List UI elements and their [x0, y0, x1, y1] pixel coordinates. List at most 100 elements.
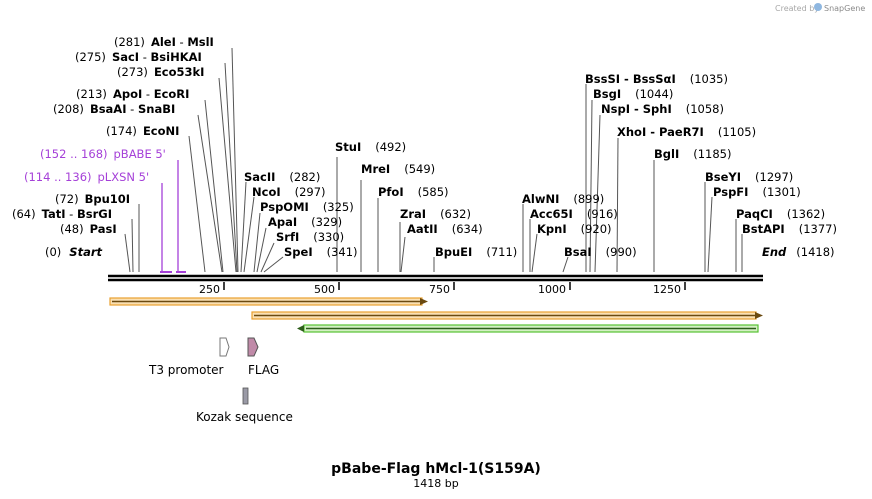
- svg-text:PspFI(1301): PspFI (1301): [713, 185, 801, 199]
- enzyme-labels-right: BssSI - BssSαI (1035) BsgI (1044) NspI - S…: [522, 72, 837, 259]
- site-pos: (920): [581, 222, 612, 236]
- primer-pos: (152 .. 168): [40, 147, 108, 161]
- site-pos: (711): [486, 245, 517, 259]
- site-name: SrfI: [276, 230, 299, 244]
- site-name: Eco53kI: [154, 65, 205, 79]
- site-pos: (492): [375, 140, 406, 154]
- site-pos: (341): [327, 245, 358, 259]
- svg-text:(64)TatI - BsrGI: (64) TatI - BsrGI: [12, 207, 112, 221]
- svg-text:BpuEI(711): BpuEI (711): [435, 245, 517, 259]
- site-pos: (72): [55, 192, 79, 206]
- credit-text: Created by: [775, 4, 819, 13]
- site-pos: (916): [587, 207, 618, 221]
- svg-text:Acc65I(916): Acc65I (916): [530, 207, 618, 221]
- site-pos: (208): [53, 102, 84, 116]
- site-pos: (297): [295, 185, 326, 199]
- site-name: ZraI: [400, 207, 426, 221]
- site-pos: (273): [117, 65, 148, 79]
- site-name: ApaI: [268, 215, 297, 229]
- site-pos: (213): [76, 87, 107, 101]
- site-name: PasI: [90, 222, 117, 236]
- svg-text:PspOMI(325): PspOMI (325): [260, 200, 354, 214]
- site-pos: (1105): [718, 125, 756, 139]
- ruler-tick-label: 750: [429, 283, 450, 296]
- site-name: Bpu10I: [85, 192, 130, 206]
- site-pos: (1377): [799, 222, 837, 236]
- site-name: EcoNI: [143, 124, 179, 138]
- site-name: BstAPI: [742, 222, 785, 236]
- primer-pos: (114 .. 136): [24, 170, 92, 184]
- site-pos: (1044): [635, 87, 673, 101]
- site-pos: (1185): [693, 147, 731, 161]
- enzyme-labels-left: (281) AleI - MslI (275) SacI - BsiHKAI (27…: [12, 35, 214, 236]
- site-name2: SnaBI: [138, 102, 175, 116]
- site-name: NspI: [601, 102, 630, 116]
- map-length: 1418 bp: [413, 477, 458, 490]
- site-pos: (64): [12, 207, 36, 221]
- primer-marks: [160, 160, 186, 273]
- feature-label: Kozak sequence: [196, 410, 293, 424]
- site-name: AlwNI: [522, 192, 559, 206]
- site-pos: (281): [114, 35, 145, 49]
- end-label: End (1418): [762, 245, 835, 259]
- start-label: (0) Start: [45, 245, 103, 259]
- svg-text:(114 .. 136)pLXSN 5': (114 .. 136) pLXSN 5': [24, 170, 149, 184]
- site-name: PfoI: [378, 185, 404, 199]
- site-name: BpuEI: [435, 245, 472, 259]
- svg-text:ZraI(632): ZraI (632): [400, 207, 471, 221]
- site-name2: SphI: [643, 102, 672, 116]
- site-pos: (1035): [690, 72, 728, 86]
- svg-text:SacII(282): SacII (282): [244, 170, 320, 184]
- site-pos: (549): [404, 162, 435, 176]
- svg-text:AatII(634): AatII (634): [407, 222, 483, 236]
- svg-text:StuI(492): StuI (492): [335, 140, 406, 154]
- site-connectors: [124, 47, 743, 273]
- site-name: BsgI: [593, 87, 621, 101]
- site-name: NcoI: [252, 185, 281, 199]
- site-name: BssSI: [585, 72, 620, 86]
- svg-text:BglI(1185): BglI (1185): [654, 147, 731, 161]
- svg-text:SrfI(330): SrfI (330): [276, 230, 344, 244]
- site-pos: (634): [452, 222, 483, 236]
- site-name: PaqCI: [736, 207, 773, 221]
- site-name2: BssSαI: [633, 72, 676, 86]
- site-name: BglI: [654, 147, 679, 161]
- site-name2: BsiHKAI: [151, 50, 202, 64]
- site-name: SacII: [244, 170, 275, 184]
- svg-text:SpeI(341): SpeI (341): [284, 245, 358, 259]
- svg-text:(152 .. 168)pBABE 5': (152 .. 168) pBABE 5': [40, 147, 166, 161]
- site-name: XhoI: [617, 125, 646, 139]
- site-name: SacI: [112, 50, 139, 64]
- svg-text:BssSI - BssSαI(1035): BssSI - BssSαI (1035): [585, 72, 728, 86]
- svg-text:ApaI(329): ApaI (329): [268, 215, 342, 229]
- primer-name: pLXSN 5': [98, 170, 150, 184]
- site-pos: (174): [106, 124, 137, 138]
- map-title: pBabe-Flag hMcl-1(S159A): [331, 461, 541, 477]
- site-pos: (325): [323, 200, 354, 214]
- site-pos: (275): [75, 50, 106, 64]
- svg-text:KpnI(920): KpnI (920): [537, 222, 612, 236]
- svg-text:(48)PasI: (48) PasI: [60, 222, 117, 236]
- svg-text:(275)SacI - BsiHKAI: (275) SacI - BsiHKAI: [75, 50, 202, 64]
- primer-labels: (152 .. 168) pBABE 5' (114 .. 136) pLXSN 5…: [24, 147, 166, 184]
- arrow-head-icon: [420, 298, 428, 305]
- site-pos: (1058): [686, 102, 724, 116]
- site-pos: (330): [313, 230, 344, 244]
- site-name: MreI: [361, 162, 390, 176]
- svg-text:(281)AleI - MslI: (281) AleI - MslI: [114, 35, 214, 49]
- svg-text:(213)ApoI - EcoRI: (213) ApoI - EcoRI: [76, 87, 189, 101]
- feature-label: T3 promoter: [148, 363, 224, 377]
- site-name2: EcoRI: [154, 87, 190, 101]
- svg-text:BstAPI(1377): BstAPI (1377): [742, 222, 837, 236]
- flag-tag-icon: [247, 337, 259, 357]
- snapgene-logo-icon: [814, 3, 822, 11]
- credit-brand: SnapGene: [824, 4, 865, 13]
- site-name: KpnI: [537, 222, 567, 236]
- ruler-tick-label: 1000: [538, 283, 566, 296]
- site-pos: (1297): [755, 170, 793, 184]
- site-pos: (585): [418, 185, 449, 199]
- site-pos: (632): [440, 207, 471, 221]
- site-pos: (329): [311, 215, 342, 229]
- ruler: 250 500 750 1000 1250: [199, 282, 686, 296]
- dna-backbone: [108, 274, 763, 282]
